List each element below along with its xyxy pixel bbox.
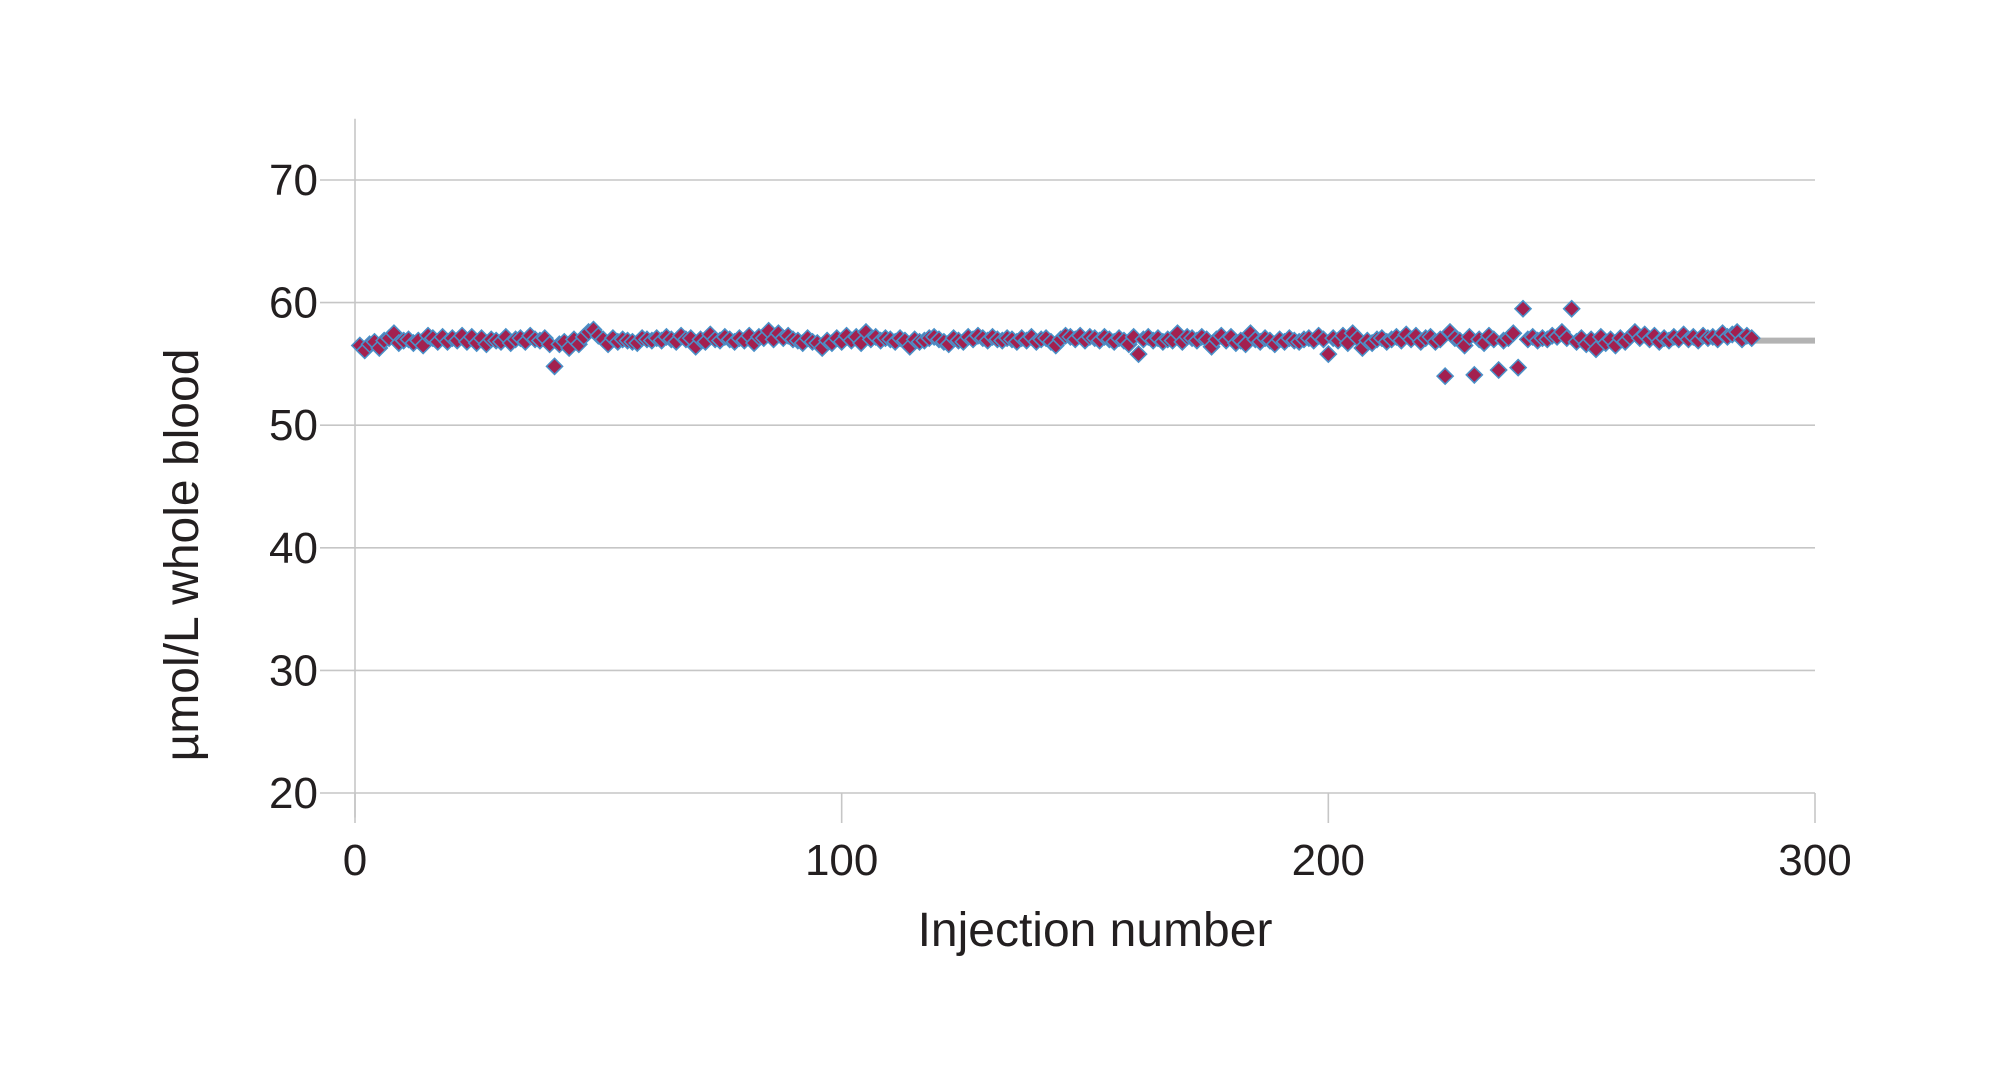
x-tick-label: 100 [805, 836, 878, 885]
data-point [1436, 367, 1455, 386]
grid-lines [320, 179, 1815, 672]
y-tick-label: 30 [269, 646, 318, 695]
data-point [1509, 358, 1528, 377]
data-point [1562, 299, 1581, 318]
x-axis-ticks: 0 100 200 300 [343, 793, 1852, 885]
data-point [1319, 344, 1338, 364]
y-axis-ticks: 20 30 40 50 60 70 [269, 156, 318, 818]
data-point [1465, 365, 1484, 385]
x-tick-label: 200 [1292, 836, 1365, 885]
data-point [1489, 360, 1508, 380]
y-axis-title: µmol/L whole blood [156, 349, 209, 762]
y-tick-label: 40 [269, 524, 318, 573]
axes [320, 118, 1815, 818]
x-axis-title: Injection number [918, 904, 1273, 957]
data-point [545, 357, 564, 376]
data-point [1513, 299, 1533, 318]
data-point [1129, 344, 1148, 364]
x-tick-label: 300 [1778, 836, 1851, 885]
x-tick-label: 0 [343, 836, 367, 885]
y-tick-label: 20 [269, 769, 318, 818]
y-tick-label: 50 [269, 401, 318, 450]
y-tick-label: 70 [269, 156, 318, 205]
data-point [1742, 329, 1761, 348]
data-points [350, 299, 1761, 386]
y-tick-label: 60 [269, 279, 318, 328]
data-point [1504, 324, 1523, 343]
